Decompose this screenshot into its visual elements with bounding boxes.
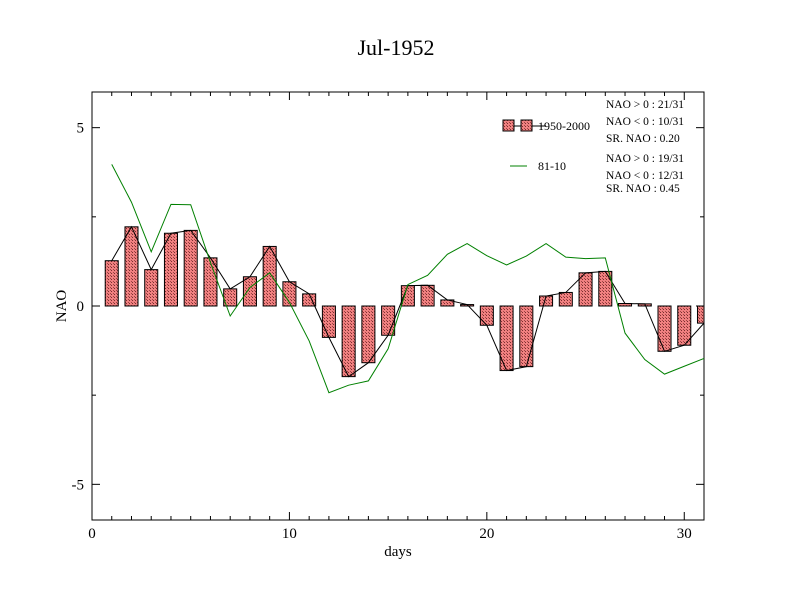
- bar-day-30: [677, 305, 692, 346]
- legend: 1950-2000 81-10: [502, 119, 590, 173]
- bar-day-24: [558, 291, 573, 307]
- x-axis-label: days: [384, 544, 412, 560]
- y-tick-label: -5: [72, 477, 85, 493]
- x-tick-label: 10: [282, 526, 297, 542]
- y-axis-label: NAO: [54, 290, 70, 323]
- stat-neg-1950: NAO < 0 : 10/31: [606, 116, 684, 128]
- legend-label-1950-2000: 1950-2000: [538, 119, 590, 133]
- bar-day-5: [183, 229, 198, 307]
- legend-swatch-left: [502, 119, 515, 132]
- bar-day-12: [321, 305, 336, 338]
- bar-day-14: [361, 305, 376, 364]
- stat-pos-1950: NAO > 0 : 21/31: [606, 99, 684, 111]
- stat-neg-8110: NAO < 0 : 12/31: [606, 170, 684, 182]
- bar-day-3: [144, 269, 159, 307]
- x-tick-label: 30: [677, 526, 692, 542]
- bar-day-8: [242, 276, 257, 307]
- x-tick-label: 0: [88, 526, 96, 542]
- y-tick-label: 0: [77, 299, 85, 315]
- x-tick-label: 20: [479, 526, 494, 542]
- legend-label-81-10: 81-10: [538, 159, 566, 173]
- stat-pos-8110: NAO > 0 : 19/31: [606, 153, 684, 165]
- bar-day-4: [163, 232, 178, 307]
- bar-day-15: [381, 305, 396, 336]
- bar-day-2: [124, 226, 139, 307]
- stat-sr-8110: SR. NAO : 0.45: [606, 183, 680, 195]
- bar-day-31: [696, 305, 705, 324]
- bar-day-13: [341, 305, 356, 378]
- bar-day-1: [104, 260, 119, 307]
- chart-title: Jul-1952: [358, 35, 435, 60]
- bar-day-29: [657, 305, 672, 352]
- stats-1950-2000: NAO > 0 : 21/31 NAO < 0 : 10/31 SR. NAO …: [606, 99, 684, 145]
- legend-swatch-right: [520, 119, 533, 132]
- bar-day-20: [479, 305, 494, 326]
- bar-day-22: [519, 305, 534, 368]
- line-81-10: [111, 164, 705, 394]
- stats-81-10: NAO > 0 : 19/31 NAO < 0 : 12/31 SR. NAO …: [606, 153, 684, 195]
- y-tick-label: 5: [77, 121, 85, 137]
- stat-sr-1950: SR. NAO : 0.20: [606, 133, 680, 145]
